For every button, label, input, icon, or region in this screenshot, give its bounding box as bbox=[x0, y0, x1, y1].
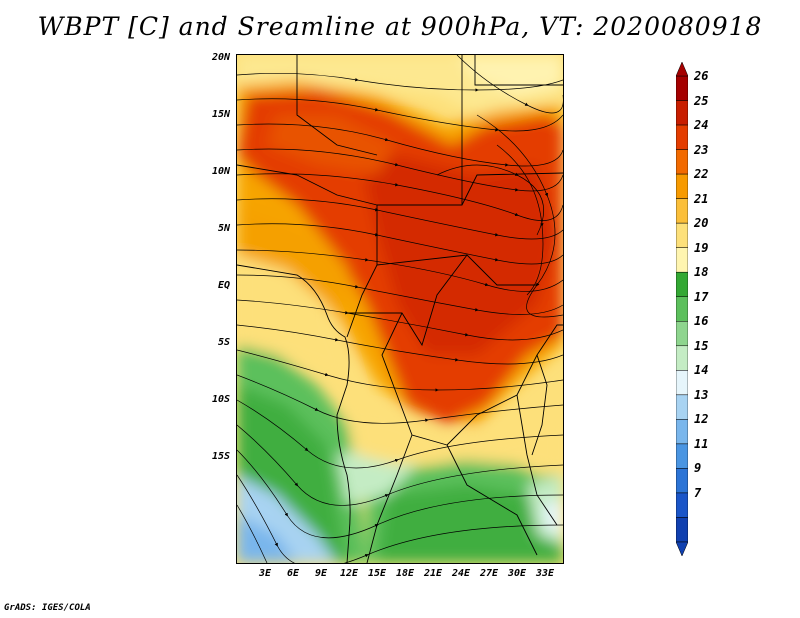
lat-label-5n: 5N bbox=[217, 223, 230, 234]
colorbar-label: 25 bbox=[694, 93, 709, 108]
lon-label-27e: 27E bbox=[479, 568, 499, 579]
colorbar-label: 18 bbox=[694, 265, 709, 280]
colorbar-segment bbox=[676, 443, 688, 469]
lon-label-18e: 18E bbox=[395, 568, 415, 579]
grads-credit: GrADS: IGES/COLA bbox=[4, 603, 91, 613]
lat-label-15n: 15N bbox=[211, 109, 230, 120]
lon-label-3e: 3E bbox=[258, 568, 272, 579]
colorbar-label: 9 bbox=[694, 461, 702, 476]
colorbar-label: 20 bbox=[694, 216, 709, 231]
colorbar-label: 11 bbox=[694, 436, 709, 451]
colorbar-label: 15 bbox=[694, 338, 709, 353]
colorbar-segment bbox=[676, 149, 688, 175]
lat-label-eq: EQ bbox=[217, 280, 230, 291]
colorbar-segment bbox=[676, 296, 688, 322]
temperature-field bbox=[237, 55, 563, 563]
lat-label-20n: 20N bbox=[211, 52, 230, 63]
colorbar-segment bbox=[676, 370, 688, 396]
colorbar-bottom-arrow bbox=[676, 541, 688, 556]
colorbar-segment bbox=[676, 271, 688, 297]
colorbar-segment bbox=[676, 394, 688, 420]
lon-label-12e: 12E bbox=[339, 568, 359, 579]
colorbar-segment bbox=[676, 173, 688, 199]
colorbar-label: 19 bbox=[694, 240, 709, 255]
lat-label-15s: 15S bbox=[211, 451, 230, 462]
lat-label-5s: 5S bbox=[217, 337, 230, 348]
colorbar-label: 17 bbox=[694, 289, 709, 304]
colorbar-segment bbox=[676, 419, 688, 445]
colorbar-label: 7 bbox=[694, 485, 702, 500]
colorbar-segment bbox=[676, 100, 688, 126]
colorbar-label: 16 bbox=[694, 314, 709, 329]
colorbar-segment bbox=[676, 75, 688, 101]
colorbar-label: 23 bbox=[694, 142, 709, 157]
lon-label-24e: 24E bbox=[451, 568, 471, 579]
colorbar-label: 12 bbox=[694, 412, 709, 427]
lon-label-33e: 33E bbox=[535, 568, 555, 579]
colorbar-label: 13 bbox=[694, 387, 709, 402]
lon-label-30e: 30E bbox=[507, 568, 527, 579]
borders bbox=[237, 55, 563, 563]
streamlines bbox=[237, 55, 563, 563]
colorbar-segment bbox=[676, 198, 688, 224]
lon-label-9e: 9E bbox=[314, 568, 328, 579]
colorbar-label: 21 bbox=[694, 191, 709, 206]
lon-label-6e: 6E bbox=[286, 568, 300, 579]
colorbar-segment bbox=[676, 247, 688, 273]
lat-label-10n: 10N bbox=[211, 166, 230, 177]
colorbar-label: 26 bbox=[694, 69, 709, 83]
colorbar-segment bbox=[676, 124, 688, 150]
lon-label-21e: 21E bbox=[423, 568, 443, 579]
map-panel bbox=[236, 54, 564, 564]
colorbar-segment bbox=[676, 345, 688, 371]
colorbar bbox=[676, 62, 688, 556]
colorbar-segment bbox=[676, 492, 688, 518]
colorbar-segment bbox=[676, 222, 688, 248]
colorbar-segment bbox=[676, 321, 688, 347]
colorbar-label: 14 bbox=[694, 363, 709, 378]
colorbar-label: 24 bbox=[694, 118, 709, 133]
colorbar-label: 22 bbox=[694, 167, 709, 182]
colorbar-segment bbox=[676, 517, 688, 543]
lat-label-10s: 10S bbox=[211, 394, 230, 405]
colorbar-top-arrow bbox=[676, 62, 688, 77]
colorbar-segment bbox=[676, 468, 688, 494]
map-title: WBPT [C] and Sreamline at 900hPa, VT: 20… bbox=[37, 12, 763, 41]
lon-label-15e: 15E bbox=[367, 568, 387, 579]
